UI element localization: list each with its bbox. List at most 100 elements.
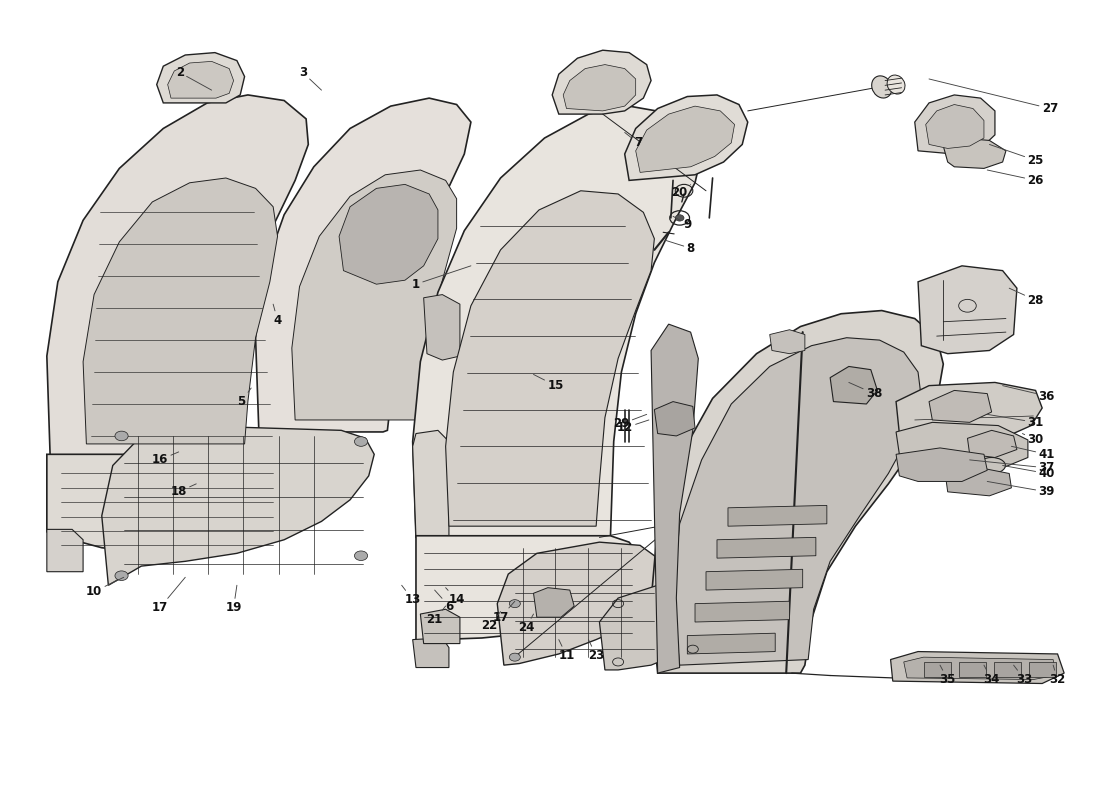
Polygon shape <box>47 95 308 456</box>
Text: 36: 36 <box>1002 386 1055 402</box>
Text: 38: 38 <box>849 382 882 400</box>
Polygon shape <box>156 53 244 103</box>
Polygon shape <box>255 98 471 432</box>
Polygon shape <box>1028 662 1056 677</box>
Polygon shape <box>891 651 1064 683</box>
Polygon shape <box>552 50 651 114</box>
Text: 28: 28 <box>1009 288 1044 306</box>
Polygon shape <box>412 430 449 538</box>
Text: 27: 27 <box>930 79 1058 115</box>
Text: 24: 24 <box>518 614 534 634</box>
Polygon shape <box>47 530 84 572</box>
Text: 22: 22 <box>482 612 500 632</box>
Text: 30: 30 <box>1022 434 1044 446</box>
Text: 1: 1 <box>411 266 471 290</box>
Polygon shape <box>968 430 1016 458</box>
Polygon shape <box>600 586 710 670</box>
Text: 23: 23 <box>588 639 604 662</box>
Text: 35: 35 <box>939 665 956 686</box>
Polygon shape <box>47 454 280 552</box>
Polygon shape <box>636 106 735 172</box>
Polygon shape <box>946 468 1011 496</box>
Text: 41: 41 <box>1011 446 1055 461</box>
Text: 13: 13 <box>402 586 421 606</box>
Text: 40: 40 <box>1002 466 1055 480</box>
Polygon shape <box>830 366 878 404</box>
Polygon shape <box>717 538 816 558</box>
Text: 6: 6 <box>434 590 453 613</box>
Text: 12: 12 <box>617 420 649 434</box>
Polygon shape <box>654 402 695 436</box>
Text: 18: 18 <box>170 484 196 498</box>
Polygon shape <box>446 190 654 526</box>
Polygon shape <box>896 422 1027 468</box>
Polygon shape <box>651 310 944 673</box>
Polygon shape <box>918 266 1016 354</box>
Text: 8: 8 <box>666 240 695 254</box>
Text: 10: 10 <box>86 578 123 598</box>
Polygon shape <box>412 106 702 538</box>
Text: 20: 20 <box>671 184 691 199</box>
Polygon shape <box>424 294 460 360</box>
Text: 31: 31 <box>987 414 1044 429</box>
Text: 15: 15 <box>534 374 563 392</box>
Text: 11: 11 <box>559 639 574 662</box>
Polygon shape <box>651 324 698 673</box>
Text: 2: 2 <box>176 66 211 90</box>
Circle shape <box>509 600 520 608</box>
Text: 14: 14 <box>446 588 465 606</box>
Polygon shape <box>959 662 986 677</box>
Text: 19: 19 <box>226 586 242 614</box>
Polygon shape <box>534 588 574 618</box>
Polygon shape <box>896 448 987 482</box>
Polygon shape <box>292 170 456 420</box>
Text: 16: 16 <box>152 452 178 466</box>
Ellipse shape <box>887 75 905 94</box>
Polygon shape <box>412 638 449 667</box>
Polygon shape <box>924 662 952 677</box>
Circle shape <box>675 214 684 221</box>
Text: 4: 4 <box>273 304 282 326</box>
Polygon shape <box>673 338 922 665</box>
Text: 17: 17 <box>493 602 515 624</box>
Text: 26: 26 <box>987 170 1044 187</box>
Text: 32: 32 <box>1049 665 1066 686</box>
Polygon shape <box>915 95 994 154</box>
Polygon shape <box>420 610 460 643</box>
Text: 17: 17 <box>152 578 185 614</box>
Polygon shape <box>930 390 991 422</box>
Circle shape <box>509 653 520 661</box>
Ellipse shape <box>978 458 1005 474</box>
Text: 3: 3 <box>299 66 321 90</box>
Text: 29: 29 <box>613 414 647 430</box>
Text: 7: 7 <box>625 133 642 150</box>
Circle shape <box>354 437 367 446</box>
Polygon shape <box>706 570 803 590</box>
Polygon shape <box>770 330 805 354</box>
Ellipse shape <box>871 76 892 98</box>
Text: 21: 21 <box>427 606 446 626</box>
Text: 5: 5 <box>238 388 251 408</box>
Polygon shape <box>896 382 1042 444</box>
Polygon shape <box>625 95 748 180</box>
Polygon shape <box>688 633 776 654</box>
Polygon shape <box>993 662 1021 677</box>
Polygon shape <box>695 602 790 622</box>
Circle shape <box>114 431 128 441</box>
Text: 33: 33 <box>1013 665 1033 686</box>
Circle shape <box>354 551 367 561</box>
Text: 39: 39 <box>987 482 1055 498</box>
Text: 34: 34 <box>983 665 1000 686</box>
Polygon shape <box>728 506 827 526</box>
Circle shape <box>114 571 128 581</box>
Polygon shape <box>102 426 374 586</box>
Polygon shape <box>339 184 438 284</box>
Text: 9: 9 <box>673 216 692 231</box>
Polygon shape <box>563 65 636 111</box>
Polygon shape <box>84 178 277 444</box>
Polygon shape <box>944 138 1005 169</box>
Polygon shape <box>497 542 662 665</box>
Polygon shape <box>416 536 640 643</box>
Text: 25: 25 <box>989 145 1044 167</box>
Polygon shape <box>926 105 984 149</box>
